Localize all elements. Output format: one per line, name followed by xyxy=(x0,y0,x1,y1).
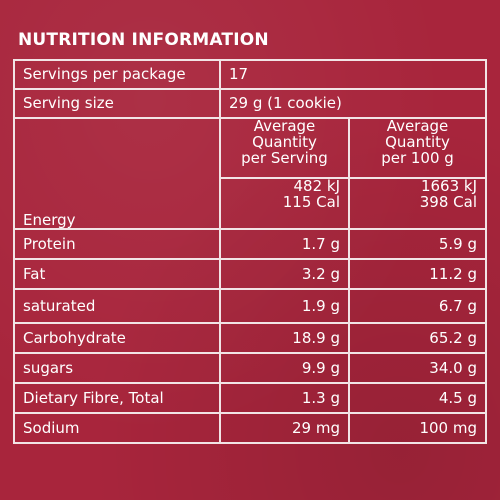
servings-row: Servings per package 17 xyxy=(13,59,487,90)
header-per-serving-line-1: Average xyxy=(253,118,316,135)
nutrition-title: NUTRITION INFORMATION xyxy=(18,30,269,50)
header-per-serving-line-3: per Serving xyxy=(241,148,328,167)
nutrient-serving-protein: 1.7 g xyxy=(219,228,350,260)
nutrient-serving-fat: 3.2 g xyxy=(219,258,350,290)
nutrient-row-saturated: saturated 1.9 g 6.7 g xyxy=(13,288,487,324)
header-energy-row: Energy Average Quantity per Serving Aver… xyxy=(13,117,487,230)
nutrient-label-dietary-fibre: Dietary Fibre, Total xyxy=(13,382,221,414)
nutrient-serving-saturated: 1.9 g xyxy=(219,288,350,324)
servings-value: 17 xyxy=(219,59,487,90)
serving-size-label: Serving size xyxy=(13,88,221,119)
header-per-serving: Average Quantity per Serving xyxy=(219,117,350,179)
energy-per-serving-cal: 115 Cal xyxy=(282,192,340,211)
nutrition-table: Servings per package 17 Serving size 29 … xyxy=(13,59,487,444)
nutrient-per100-dietary-fibre: 4.5 g xyxy=(348,382,487,414)
nutrient-label-sugars: sugars xyxy=(13,352,221,384)
nutrient-serving-sugars: 9.9 g xyxy=(219,352,350,384)
header-per-100g-line-2: Quantity xyxy=(385,132,450,151)
nutrient-per100-sodium: 100 mg xyxy=(348,412,487,444)
servings-label: Servings per package xyxy=(13,59,221,90)
nutrient-row-dietary-fibre: Dietary Fibre, Total 1.3 g 4.5 g xyxy=(13,382,487,414)
header-per-100g-line-1: Average xyxy=(386,118,449,135)
nutrient-label-fat: Fat xyxy=(13,258,221,290)
header-per-serving-line-2: Quantity xyxy=(252,132,317,151)
nutrient-row-fat: Fat 3.2 g 11.2 g xyxy=(13,258,487,290)
nutrient-per100-fat: 11.2 g xyxy=(348,258,487,290)
energy-values-row: 482 kJ 115 Cal 1663 kJ 398 Cal xyxy=(14,177,487,230)
header-per-100g-line-3: per 100 g xyxy=(381,148,454,167)
nutrient-per100-saturated: 6.7 g xyxy=(348,288,487,324)
nutrient-label-carbohydrate: Carbohydrate xyxy=(13,322,221,354)
nutrient-serving-dietary-fibre: 1.3 g xyxy=(219,382,350,414)
energy-per-100g-kj: 1663 kJ xyxy=(420,178,477,195)
nutrient-row-sugars: sugars 9.9 g 34.0 g xyxy=(13,352,487,384)
nutrient-serving-sodium: 29 mg xyxy=(219,412,350,444)
nutrient-per100-carbohydrate: 65.2 g xyxy=(348,322,487,354)
nutrient-per100-sugars: 34.0 g xyxy=(348,352,487,384)
energy-per-100g-cal: 398 Cal xyxy=(419,192,477,211)
serving-size-row: Serving size 29 g (1 cookie) xyxy=(13,88,487,119)
nutrient-label-sodium: Sodium xyxy=(13,412,221,444)
nutrient-label-protein: Protein xyxy=(13,228,221,260)
serving-size-value: 29 g (1 cookie) xyxy=(219,88,487,119)
energy-per-100g: 1663 kJ 398 Cal xyxy=(348,177,487,230)
header-per-100g: Average Quantity per 100 g xyxy=(348,117,487,179)
nutrient-per100-protein: 5.9 g xyxy=(348,228,487,260)
nutrient-row-sodium: Sodium 29 mg 100 mg xyxy=(13,412,487,444)
energy-per-serving: 482 kJ 115 Cal xyxy=(219,177,350,230)
nutrient-serving-carbohydrate: 18.9 g xyxy=(219,322,350,354)
energy-per-serving-kj: 482 kJ xyxy=(293,178,340,195)
nutrient-row-carbohydrate: Carbohydrate 18.9 g 65.2 g xyxy=(13,322,487,354)
nutrient-row-protein: Protein 1.7 g 5.9 g xyxy=(13,228,487,260)
energy-label: Energy xyxy=(13,117,221,230)
nutrient-label-saturated: saturated xyxy=(13,288,221,324)
